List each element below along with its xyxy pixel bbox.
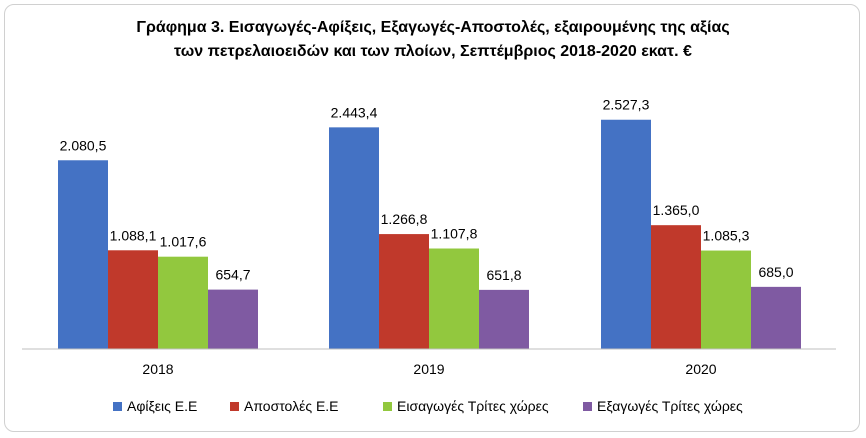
bars-group: 2.080,5 1.088,1 1.017,6 654,7 2.443,4 1.266,8…: [58, 97, 801, 349]
data-label-2020-series-4: 685,0: [758, 264, 793, 280]
legend-label-series-4: Εξαγωγές Τρίτες χώρες: [597, 398, 743, 414]
legend-label-series-3: Εισαγωγές Τρίτες χώρες: [397, 398, 549, 414]
bar-2019-series-4: [479, 289, 529, 349]
legend-label-series-1: Αφίξεις Ε.Ε: [127, 398, 197, 414]
data-label-2018-series-1: 2.080,5: [60, 137, 107, 153]
bar-2018-series-1: [58, 160, 108, 349]
legend: Αφίξεις Ε.Ε Αποστολές Ε.Ε Εισαγωγές Τρίτες…: [113, 398, 743, 414]
category-label-2018: 2018: [142, 361, 173, 377]
bar-2019-series-1: [329, 127, 379, 349]
legend-swatch-series-1: [113, 402, 122, 411]
data-label-2019-series-3: 1.107,8: [431, 226, 478, 242]
chart-title-line1: Γράφημα 3. Εισαγωγές-Αφίξεις, Εξαγωγές-Α…: [136, 19, 730, 36]
data-label-2018-series-3: 1.017,6: [160, 234, 207, 250]
data-label-2020-series-3: 1.085,3: [703, 228, 750, 244]
bar-2019-series-2: [379, 234, 429, 349]
chart-title: Γράφημα 3. Εισαγωγές-Αφίξεις, Εξαγωγές-Α…: [0, 16, 866, 64]
data-label-2019-series-4: 651,8: [486, 267, 521, 283]
category-label-2019: 2019: [413, 361, 444, 377]
bar-2019-series-3: [429, 248, 479, 349]
bar-2018-series-2: [108, 250, 158, 349]
bar-2018-series-3: [158, 256, 208, 349]
legend-swatch-series-4: [583, 402, 592, 411]
bar-2020-series-1: [601, 119, 651, 349]
legend-swatch-series-3: [383, 402, 392, 411]
bar-2018-series-4: [208, 289, 258, 349]
data-label-2019-series-2: 1.266,8: [381, 211, 428, 227]
bar-2020-series-3: [701, 250, 751, 349]
chart-title-line2: των πετρελαιοειδών και των πλοίων, Σεπτέ…: [174, 43, 692, 60]
legend-swatch-series-2: [230, 402, 239, 411]
bar-2020-series-2: [651, 225, 701, 349]
category-label-2020: 2020: [685, 361, 716, 377]
data-label-2019-series-1: 2.443,4: [331, 104, 378, 120]
legend-label-series-2: Αποστολές Ε.Ε: [244, 398, 339, 414]
bar-2020-series-4: [751, 286, 801, 349]
data-label-2018-series-2: 1.088,1: [110, 227, 157, 243]
data-label-2020-series-1: 2.527,3: [603, 97, 650, 113]
chart-frame: [4, 4, 860, 432]
category-labels: 2018 2019 2020: [142, 361, 716, 377]
data-label-2018-series-4: 654,7: [215, 267, 250, 283]
data-label-2020-series-2: 1.365,0: [653, 202, 700, 218]
